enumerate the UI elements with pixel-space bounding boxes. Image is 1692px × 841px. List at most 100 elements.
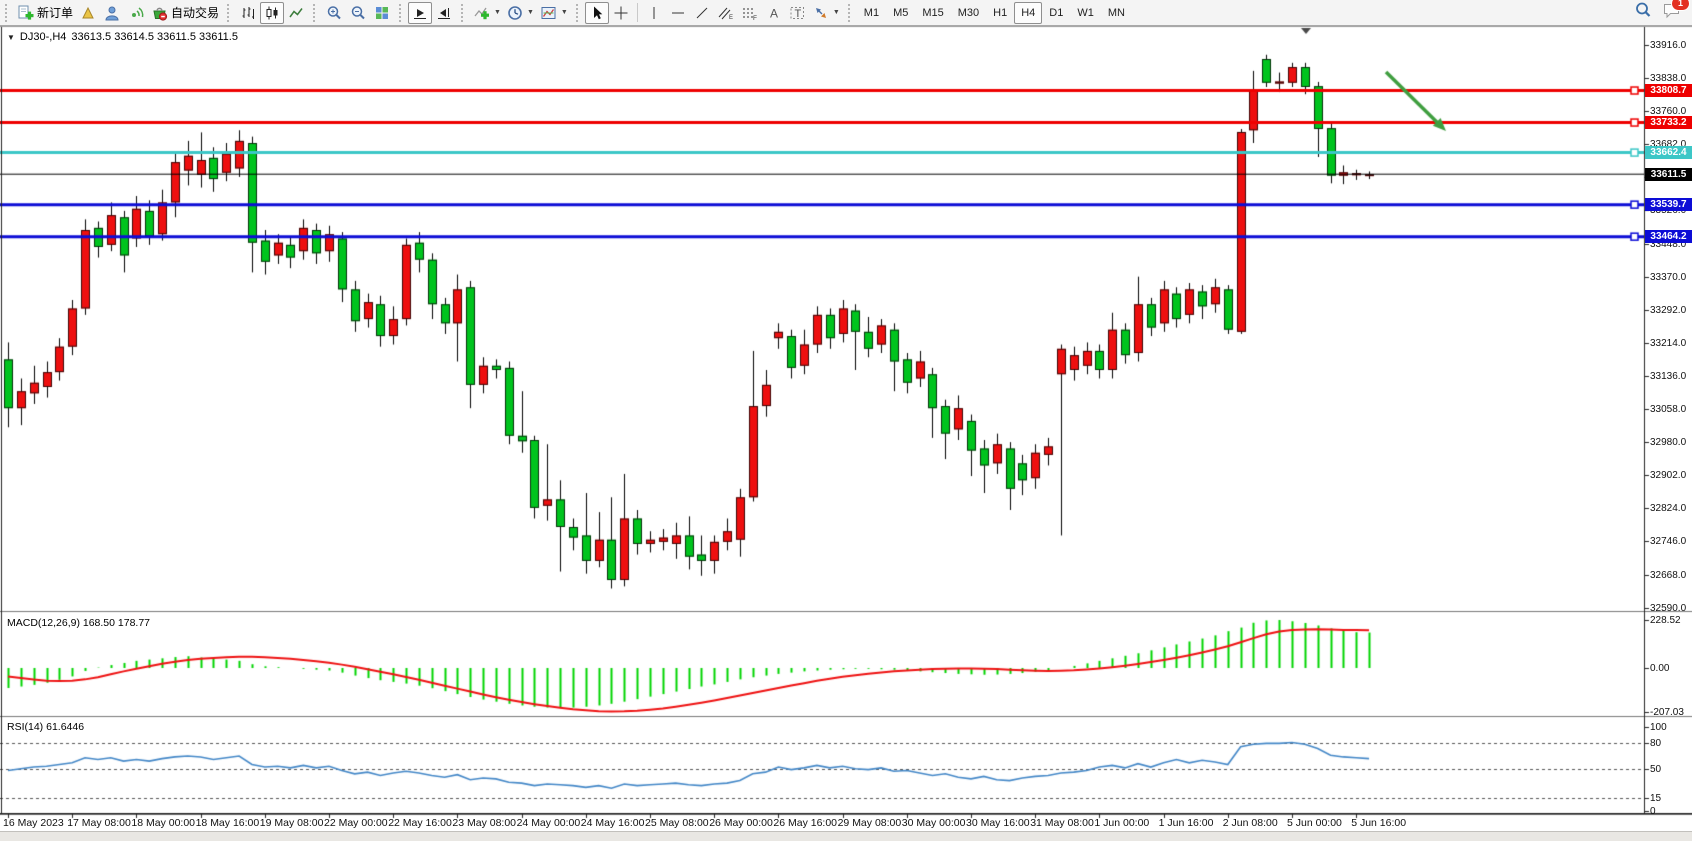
clock-icon — [507, 5, 523, 21]
timeframe-m15[interactable]: M15 — [922, 6, 944, 19]
toolbar-right: 1 — [1634, 0, 1690, 24]
time-axis-label: 29 May 08:00 — [837, 817, 902, 829]
timeframe-w1[interactable]: W1 — [1077, 6, 1094, 19]
price-axis-tick: 33292.0 — [1650, 304, 1687, 316]
notifications-button[interactable]: 1 — [1662, 0, 1690, 24]
macd-axis-tick: 228.52 — [1650, 614, 1681, 626]
equidistant-channel-tool-button[interactable]: E — [714, 2, 738, 24]
price-axis-tick: 33058.0 — [1650, 404, 1687, 416]
text-label-tool-button[interactable]: T — [786, 2, 810, 24]
time-axis-label: 2 Jun 08:00 — [1222, 817, 1278, 829]
trendline-tool-button[interactable] — [690, 2, 714, 24]
fibonacci-icon: F — [741, 5, 758, 21]
price-axis-tick: 33214.0 — [1650, 337, 1687, 349]
timeframe-m5[interactable]: M5 — [893, 6, 909, 19]
time-axis-label: 22 May 00:00 — [324, 817, 388, 829]
timeframe-m30[interactable]: M30 — [957, 6, 980, 19]
auto-scroll-button[interactable] — [408, 1, 433, 24]
time-axis-label: 26 May 00:00 — [709, 817, 773, 829]
candlestick-chart-icon — [264, 5, 280, 21]
rsi-axis-tick: 50 — [1650, 763, 1662, 775]
zoom-in-button[interactable] — [322, 2, 346, 24]
line-chart-button[interactable] — [284, 2, 308, 24]
cursor-button[interactable] — [584, 1, 609, 24]
rsi-name: RSI(14) — [7, 721, 44, 733]
market-watch-button[interactable] — [100, 2, 124, 24]
price-line-label: 33539.7 — [1645, 198, 1692, 212]
macd-axis-tick: 0.00 — [1650, 663, 1670, 674]
price-axis-tick: 33448.0 — [1650, 238, 1687, 250]
price-axis-tick: 32590.0 — [1650, 602, 1687, 614]
crosshair-icon — [613, 5, 629, 21]
rsi-axis-tick: 100 — [1650, 721, 1667, 733]
toolbar-grip — [227, 3, 232, 22]
price-line-label: 33464.2 — [1645, 230, 1692, 244]
time-axis-label: 30 May 00:00 — [901, 817, 966, 829]
vertical-line-tool-button[interactable] — [642, 2, 666, 24]
time-axis-label: 19 May 08:00 — [259, 817, 324, 829]
price-axis-tick: 32668.0 — [1650, 569, 1687, 581]
svg-text:E: E — [729, 15, 733, 21]
price-axis-tick: 33682.0 — [1650, 139, 1687, 151]
history-center-button[interactable] — [76, 2, 100, 24]
template-button[interactable]: ▼ — [537, 2, 571, 24]
window-bottom-edge — [0, 831, 1692, 841]
chevron-down-icon: ▼ — [832, 9, 840, 16]
person-icon — [104, 5, 120, 21]
time-axis-label: 17 May 08:00 — [67, 817, 131, 829]
time-axis-label: 26 May 16:00 — [773, 817, 838, 829]
svg-text:A: A — [770, 6, 778, 20]
time-axis-label: 22 May 16:00 — [388, 817, 452, 829]
cone-icon — [80, 5, 96, 21]
timeframe-h1[interactable]: H1 — [993, 6, 1008, 19]
macd-values: 168.50 178.77 — [82, 617, 151, 629]
chart-ohlc-values: 33613.5 33614.5 33611.5 33611.5 — [71, 31, 238, 43]
auto-trading-button[interactable]: 自动交易 — [148, 2, 222, 24]
zoom-out-button[interactable] — [346, 2, 370, 24]
chart-shift-button[interactable] — [432, 2, 456, 24]
auto-trading-icon — [151, 5, 168, 21]
zoom-out-icon — [350, 5, 366, 21]
chart-symbol-period: DJ30-,H4 — [19, 31, 67, 43]
channel-icon: E — [717, 5, 734, 21]
horizontal-line-tool-button[interactable] — [666, 2, 690, 24]
add-indicator-button[interactable]: ▼ — [470, 2, 504, 24]
rsi-axis-tick: 15 — [1650, 793, 1662, 805]
price-line-label: 33808.7 — [1645, 84, 1692, 98]
bar-chart-button[interactable] — [236, 2, 260, 24]
time-axis-label: 24 May 00:00 — [516, 817, 581, 829]
auto-scroll-icon — [412, 5, 428, 21]
price-line-label: 33662.4 — [1645, 146, 1692, 160]
chart-canvas[interactable] — [0, 26, 1692, 841]
signals-button[interactable] — [124, 2, 148, 24]
timeframe-h4[interactable]: H4 — [1014, 1, 1043, 24]
search-icon[interactable] — [1634, 1, 1652, 24]
new-order-icon — [17, 5, 34, 21]
tile-windows-button[interactable] — [370, 2, 394, 24]
rsi-axis-tick: 0 — [1650, 806, 1656, 817]
price-axis-tick: 33136.0 — [1650, 370, 1687, 382]
price-line-label: 33733.2 — [1645, 116, 1692, 130]
timeframe-mn[interactable]: MN — [1107, 6, 1125, 19]
horizontal-line-icon — [670, 5, 686, 21]
time-axis-label: 30 May 16:00 — [966, 817, 1030, 829]
text-label-icon: T — [789, 5, 806, 21]
notification-badge: 1 — [1671, 0, 1690, 11]
template-icon — [540, 5, 557, 21]
new-order-button[interactable]: 新订单 — [14, 2, 76, 24]
timeframe-m1[interactable]: M1 — [863, 6, 880, 19]
period-button[interactable]: ▼ — [504, 2, 537, 24]
crosshair-button[interactable] — [609, 2, 633, 24]
timeframe-d1[interactable]: D1 — [1049, 6, 1064, 19]
main-toolbar: 新订单 自动交易 — [0, 0, 1692, 26]
text-tool-button[interactable]: A — [762, 2, 786, 24]
price-axis-tick: 33370.0 — [1650, 271, 1687, 283]
toolbar-grip — [575, 3, 581, 22]
toolbar-separator — [636, 3, 638, 22]
candlestick-chart-button[interactable] — [260, 1, 285, 24]
chart-title: ▼ DJ30-,H4 33613.5 33614.5 33611.5 33611… — [7, 31, 238, 43]
fibonacci-tool-button[interactable]: F — [738, 2, 762, 24]
arrows-tool-button[interactable]: ▼ — [810, 2, 843, 24]
chart-title-collapse-icon[interactable]: ▼ — [7, 32, 15, 42]
